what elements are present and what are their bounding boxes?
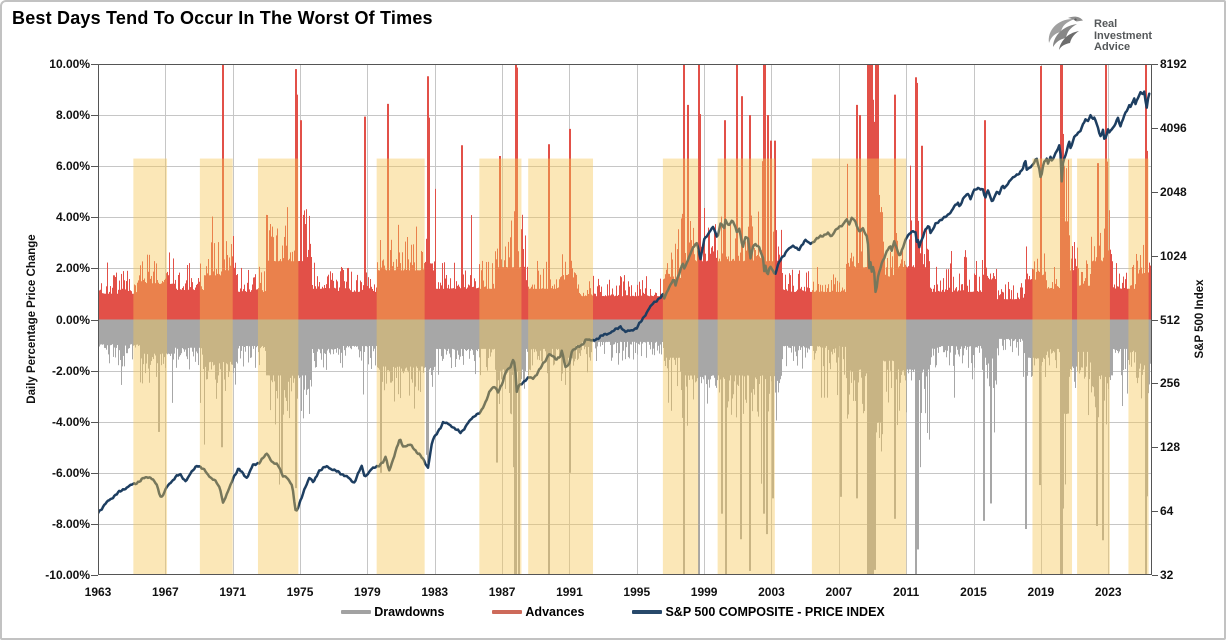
y-left-tick-label: -8.00% bbox=[51, 516, 90, 531]
x-axis-tick-label: 2011 bbox=[893, 585, 920, 599]
brand-name-line: Investment bbox=[1094, 29, 1153, 42]
y-left-tick-label: 10.00% bbox=[49, 57, 90, 71]
y-left-tick-mark bbox=[91, 524, 98, 525]
x-axis-tick-label: 1983 bbox=[421, 585, 449, 599]
y-right-tick-label: 2048 bbox=[1160, 184, 1187, 199]
y-right-tick-mark bbox=[1152, 383, 1158, 384]
x-axis-tick-label: 2015 bbox=[960, 585, 987, 599]
legend-label-advances: Advances bbox=[525, 605, 585, 619]
y-right-tick-mark bbox=[1152, 256, 1158, 257]
y-left-tick-mark bbox=[91, 166, 98, 167]
drawdowns-swatch bbox=[341, 610, 372, 614]
plot-canvas bbox=[98, 64, 1152, 575]
page-title: Best Days Tend To Occur In The Worst Of … bbox=[12, 8, 433, 28]
y-right-tick-mark bbox=[1152, 320, 1158, 321]
y-left-tick-mark bbox=[91, 473, 98, 474]
y-left-tick-label: -10.00% bbox=[45, 568, 90, 582]
y-right-tick-mark bbox=[1152, 511, 1158, 512]
y-right-tick-label: 128 bbox=[1160, 440, 1181, 455]
legend-label-drawdowns: Drawdowns bbox=[374, 605, 445, 619]
y-right-tick-mark bbox=[1152, 128, 1158, 129]
y-left-tick-mark bbox=[91, 422, 98, 423]
y-right-tick-label: 256 bbox=[1160, 376, 1181, 391]
y-right-axis-title: S&P 500 Index bbox=[1194, 279, 1206, 359]
y-left-tick-label: -2.00% bbox=[51, 363, 90, 378]
y-left-tick-mark bbox=[91, 115, 98, 116]
x-axis-tick-label: 1995 bbox=[623, 585, 651, 599]
x-axis-tick-label: 1967 bbox=[151, 585, 179, 599]
y-right-tick-label: 1024 bbox=[1160, 248, 1187, 263]
y-left-tick-mark bbox=[91, 64, 98, 65]
x-axis-tick-label: 1999 bbox=[690, 585, 718, 599]
y-right-tick-mark bbox=[1152, 447, 1158, 448]
eagle-icon bbox=[1044, 12, 1088, 61]
x-axis-tick-label: 2023 bbox=[1094, 585, 1122, 599]
x-axis-tick-label: 2019 bbox=[1027, 585, 1055, 599]
x-axis-tick-label: 1963 bbox=[84, 585, 112, 599]
x-axis-tick-label: 1975 bbox=[286, 585, 314, 599]
x-axis-tick-label: 1991 bbox=[556, 585, 583, 599]
sp500-swatch bbox=[632, 610, 663, 614]
brand-name-line: Advice bbox=[1094, 41, 1131, 54]
y-left-tick-mark bbox=[91, 268, 98, 269]
advances-swatch bbox=[492, 610, 523, 614]
y-right-tick-mark bbox=[1152, 64, 1158, 65]
legend-item-advances: Advances bbox=[492, 605, 584, 619]
y-right-tick-label: 512 bbox=[1160, 312, 1181, 327]
x-axis-tick-label: 1971 bbox=[219, 585, 247, 599]
y-left-tick-label: 8.00% bbox=[55, 108, 90, 123]
y-left-tick-mark bbox=[91, 371, 98, 372]
x-axis-tick-label: 1979 bbox=[354, 585, 381, 599]
y-left-tick-label: 0.00% bbox=[55, 312, 90, 327]
x-axis-tick-label: 1987 bbox=[488, 585, 516, 599]
y-right-tick-label: 8192 bbox=[1160, 57, 1187, 71]
x-axis-tick-label: 2003 bbox=[758, 585, 785, 599]
brand-logo: Real Investment Advice bbox=[1044, 12, 1152, 61]
y-right-tick-label: 64 bbox=[1160, 504, 1174, 519]
y-left-tick-label: -4.00% bbox=[51, 414, 90, 429]
y-left-tick-label: 4.00% bbox=[55, 210, 90, 225]
y-left-tick-mark bbox=[91, 320, 98, 321]
y-left-tick-mark bbox=[91, 575, 98, 576]
y-left-tick-label: -6.00% bbox=[51, 465, 90, 480]
y-left-tick-label: 2.00% bbox=[55, 261, 90, 276]
brand-name-line: Real bbox=[1094, 18, 1118, 31]
x-axis-tick-label: 2007 bbox=[825, 585, 853, 599]
y-right-tick-label: 4096 bbox=[1160, 120, 1187, 135]
y-right-tick-mark bbox=[1152, 192, 1158, 193]
legend: Drawdowns Advances S&P 500 COMPOSITE - P… bbox=[2, 605, 1224, 619]
legend-label-sp500: S&P 500 COMPOSITE - PRICE INDEX bbox=[665, 605, 885, 619]
y-right-tick-label: 32 bbox=[1160, 568, 1174, 582]
legend-item-drawdowns: Drawdowns bbox=[341, 605, 444, 619]
brand-name: Real Investment Advice bbox=[1094, 19, 1152, 54]
y-right-tick-mark bbox=[1152, 575, 1158, 576]
y-left-tick-label: 6.00% bbox=[55, 159, 90, 174]
y-left-tick-mark bbox=[91, 217, 98, 218]
legend-item-sp500: S&P 500 COMPOSITE - PRICE INDEX bbox=[632, 605, 885, 619]
